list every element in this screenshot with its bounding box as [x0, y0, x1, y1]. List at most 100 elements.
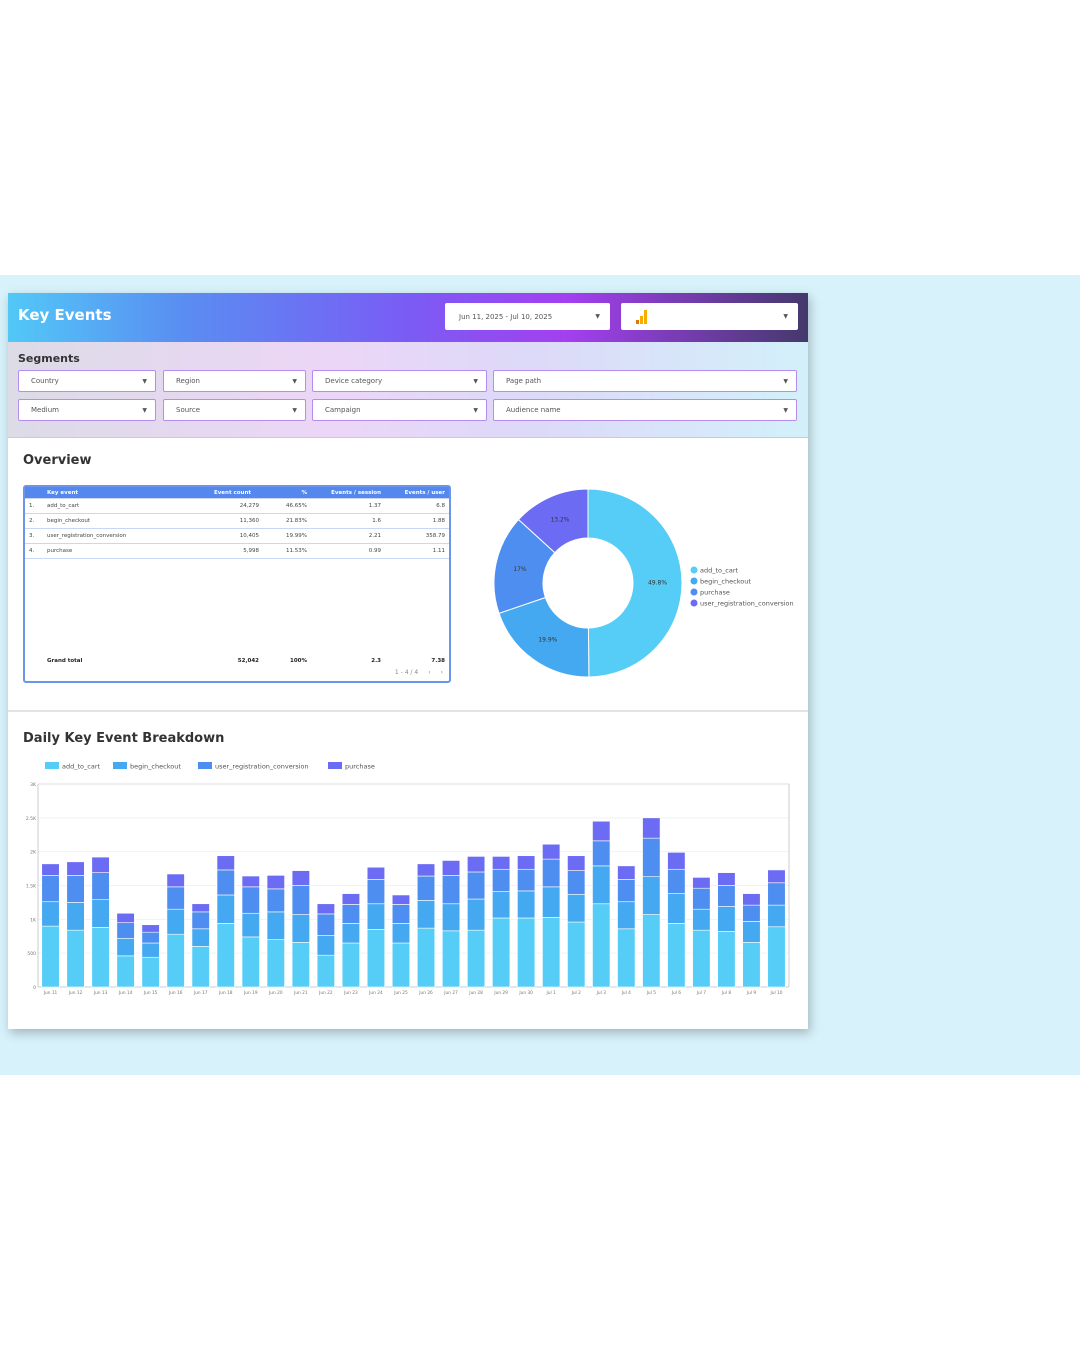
bar-purchase[interactable]	[241, 875, 260, 888]
bar-begin_checkout[interactable]	[316, 935, 335, 956]
bar-begin_checkout[interactable]	[542, 886, 561, 918]
bar-begin_checkout[interactable]	[717, 906, 736, 932]
bar-add_to_cart[interactable]	[692, 929, 711, 988]
bar-user_registration_conversion[interactable]	[492, 868, 511, 892]
bar-user_registration_conversion[interactable]	[341, 904, 360, 924]
bar-begin_checkout[interactable]	[266, 911, 285, 940]
bar-user_registration_conversion[interactable]	[91, 872, 110, 901]
bar-user_registration_conversion[interactable]	[241, 886, 260, 914]
bar-purchase[interactable]	[692, 877, 711, 889]
bar-begin_checkout[interactable]	[116, 937, 135, 957]
bar-purchase[interactable]	[416, 863, 436, 877]
bar-begin_checkout[interactable]	[366, 903, 386, 930]
bar-user_registration_conversion[interactable]	[266, 888, 285, 913]
bar-user_registration_conversion[interactable]	[767, 882, 786, 906]
bar-user_registration_conversion[interactable]	[141, 931, 160, 944]
bar-add_to_cart[interactable]	[191, 946, 210, 988]
bar-begin_checkout[interactable]	[592, 865, 611, 905]
bar-purchase[interactable]	[567, 855, 586, 871]
bar-user_registration_conversion[interactable]	[316, 913, 335, 936]
bar-purchase[interactable]	[166, 873, 185, 888]
bar-user_registration_conversion[interactable]	[692, 887, 711, 910]
bar-user_registration_conversion[interactable]	[567, 870, 586, 895]
bar-user_registration_conversion[interactable]	[617, 879, 636, 903]
bar-user_registration_conversion[interactable]	[717, 885, 736, 907]
bar-user_registration_conversion[interactable]	[391, 904, 411, 924]
filter-page-path[interactable]: Page path ▼	[493, 370, 797, 392]
bar-purchase[interactable]	[141, 924, 160, 933]
bar-purchase[interactable]	[467, 856, 486, 873]
filter-device-category[interactable]: Device category ▼	[312, 370, 487, 392]
bar-begin_checkout[interactable]	[467, 898, 486, 931]
bar-add_to_cart[interactable]	[617, 928, 636, 988]
bar-add_to_cart[interactable]	[767, 926, 786, 988]
bar-add_to_cart[interactable]	[517, 917, 536, 988]
bar-purchase[interactable]	[366, 866, 386, 880]
bar-user_registration_conversion[interactable]	[416, 875, 436, 901]
bar-add_to_cart[interactable]	[316, 954, 335, 988]
bar-purchase[interactable]	[441, 860, 461, 876]
bar-user_registration_conversion[interactable]	[41, 875, 60, 903]
bar-add_to_cart[interactable]	[116, 955, 135, 988]
bar-add_to_cart[interactable]	[416, 927, 436, 988]
bar-purchase[interactable]	[316, 903, 335, 915]
donut-slice-user_registration_conversion[interactable]	[517, 488, 589, 554]
bar-begin_checkout[interactable]	[492, 891, 511, 919]
bar-begin_checkout[interactable]	[41, 901, 60, 927]
bar-begin_checkout[interactable]	[742, 921, 761, 943]
bar-begin_checkout[interactable]	[66, 902, 85, 931]
bar-purchase[interactable]	[767, 869, 786, 884]
bar-user_registration_conversion[interactable]	[667, 868, 686, 894]
next-page-icon[interactable]: ›	[440, 669, 443, 676]
bar-add_to_cart[interactable]	[216, 923, 235, 988]
bar-begin_checkout[interactable]	[91, 899, 110, 928]
bar-purchase[interactable]	[717, 872, 736, 886]
filter-region[interactable]: Region ▼	[163, 370, 306, 392]
bar-purchase[interactable]	[542, 843, 561, 860]
bar-user_registration_conversion[interactable]	[291, 885, 310, 915]
bar-user_registration_conversion[interactable]	[66, 875, 85, 903]
filter-source[interactable]: Source ▼	[163, 399, 306, 421]
bar-purchase[interactable]	[266, 875, 285, 890]
bar-user_registration_conversion[interactable]	[366, 879, 386, 905]
bar-add_to_cart[interactable]	[742, 942, 761, 988]
bar-add_to_cart[interactable]	[91, 927, 110, 988]
bar-add_to_cart[interactable]	[341, 942, 360, 988]
prev-page-icon[interactable]: ‹	[428, 669, 431, 676]
filter-country[interactable]: Country ▼	[18, 370, 156, 392]
property-selector[interactable]: ▼	[621, 303, 798, 330]
bar-user_registration_conversion[interactable]	[592, 840, 611, 867]
bar-purchase[interactable]	[291, 870, 310, 886]
bar-purchase[interactable]	[66, 861, 85, 876]
bar-add_to_cart[interactable]	[642, 914, 661, 988]
bar-add_to_cart[interactable]	[441, 930, 461, 988]
bar-add_to_cart[interactable]	[542, 917, 561, 988]
date-range-picker[interactable]: Jun 11, 2025 - Jul 10, 2025 ▼	[445, 303, 610, 330]
bar-begin_checkout[interactable]	[667, 893, 686, 924]
bar-purchase[interactable]	[116, 912, 135, 924]
bar-user_registration_conversion[interactable]	[542, 858, 561, 888]
filter-audience-name[interactable]: Audience name ▼	[493, 399, 797, 421]
bar-begin_checkout[interactable]	[441, 903, 461, 932]
bar-begin_checkout[interactable]	[166, 908, 185, 935]
bar-user_registration_conversion[interactable]	[216, 869, 235, 896]
bar-begin_checkout[interactable]	[416, 900, 436, 929]
filter-campaign[interactable]: Campaign ▼	[312, 399, 487, 421]
bar-user_registration_conversion[interactable]	[642, 837, 661, 878]
bar-purchase[interactable]	[742, 893, 761, 906]
bar-begin_checkout[interactable]	[141, 942, 160, 958]
bar-begin_checkout[interactable]	[567, 893, 586, 923]
donut-slice-add_to_cart[interactable]	[587, 488, 683, 678]
bar-purchase[interactable]	[492, 856, 511, 870]
bar-purchase[interactable]	[391, 894, 411, 905]
bar-purchase[interactable]	[617, 865, 636, 880]
bar-add_to_cart[interactable]	[166, 933, 185, 988]
bar-user_registration_conversion[interactable]	[742, 904, 761, 922]
bar-purchase[interactable]	[517, 855, 536, 870]
bar-purchase[interactable]	[91, 856, 110, 873]
bar-begin_checkout[interactable]	[517, 890, 536, 919]
bar-user_registration_conversion[interactable]	[166, 886, 185, 910]
bar-begin_checkout[interactable]	[216, 894, 235, 924]
bar-add_to_cart[interactable]	[492, 917, 511, 988]
bar-user_registration_conversion[interactable]	[467, 871, 486, 900]
